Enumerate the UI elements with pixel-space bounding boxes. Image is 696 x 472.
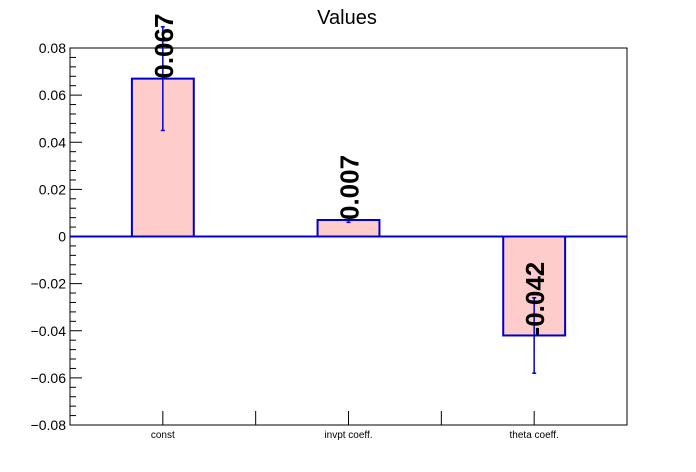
y-tick-label: 0.08 bbox=[39, 40, 66, 56]
x-axis: const invpt coeff. theta coeff. bbox=[151, 411, 559, 441]
x-category-label: theta coeff. bbox=[510, 430, 559, 441]
bars bbox=[70, 26, 627, 374]
y-tick-label: 0.04 bbox=[39, 134, 66, 150]
chart-title: Values bbox=[317, 7, 377, 29]
x-category-label: const bbox=[151, 430, 175, 441]
data-label: -0.042 bbox=[520, 262, 550, 336]
y-axis: −0.08 −0.06 −0.04 −0.02 0 0.02 0.04 0.06 0.08 bbox=[31, 40, 82, 433]
y-tick-label: −0.04 bbox=[31, 323, 67, 339]
data-labels: 0.067 0.007 -0.042 bbox=[149, 14, 550, 336]
y-tick-label: 0.06 bbox=[39, 87, 66, 103]
y-tick-label: 0 bbox=[58, 229, 66, 245]
data-label: 0.067 bbox=[149, 14, 179, 79]
y-tick-label: −0.08 bbox=[31, 417, 67, 433]
y-tick-label: −0.06 bbox=[31, 370, 67, 386]
y-tick-label: 0.02 bbox=[39, 181, 66, 197]
x-category-label: invpt coeff. bbox=[324, 430, 372, 441]
y-tick-label: −0.02 bbox=[31, 276, 67, 292]
data-label: 0.007 bbox=[335, 155, 365, 220]
